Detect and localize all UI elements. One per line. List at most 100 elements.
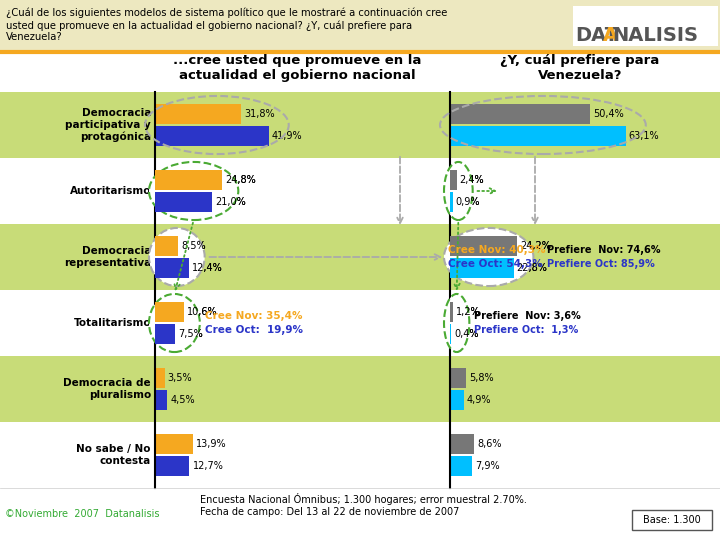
Text: Encuesta Nacional Ómnibus; 1.300 hogares; error muestral 2.70%.
Fecha de campo: : Encuesta Nacional Ómnibus; 1.300 hogares…	[200, 493, 527, 517]
Bar	[155, 456, 189, 476]
Bar	[450, 258, 513, 278]
Bar	[450, 170, 456, 190]
Bar	[450, 302, 454, 322]
Bar	[0, 290, 720, 356]
Text: Cree Oct: 54,3%: Cree Oct: 54,3%	[448, 259, 543, 269]
Text: 3,5%: 3,5%	[168, 373, 192, 383]
Bar	[450, 104, 590, 124]
Bar	[450, 170, 456, 190]
Bar	[450, 126, 626, 146]
Text: DAT: DAT	[575, 26, 618, 45]
Text: 22,8%: 22,8%	[516, 263, 547, 273]
Bar	[450, 236, 518, 255]
Text: Autoritarismo: Autoritarismo	[70, 186, 151, 196]
Text: 2,4%: 2,4%	[459, 175, 485, 185]
Text: 5,8%: 5,8%	[469, 373, 494, 383]
Text: NALISIS: NALISIS	[612, 26, 698, 45]
Text: 24,8%: 24,8%	[225, 175, 256, 185]
Text: 41,9%: 41,9%	[271, 131, 302, 141]
Text: Prefiere Oct: 85,9%: Prefiere Oct: 85,9%	[547, 259, 655, 269]
Bar	[0, 488, 720, 540]
Bar	[155, 258, 189, 278]
Text: 21,0%: 21,0%	[215, 197, 246, 207]
Text: Prefiere  Nov: 74,6%: Prefiere Nov: 74,6%	[547, 245, 661, 255]
Text: 7,9%: 7,9%	[475, 461, 500, 471]
Bar	[155, 192, 212, 212]
Ellipse shape	[149, 162, 238, 220]
Text: 0,4%: 0,4%	[454, 329, 479, 339]
Text: 13,9%: 13,9%	[196, 439, 226, 449]
Bar	[0, 422, 720, 488]
Text: Prefiere Oct:  1,3%: Prefiere Oct: 1,3%	[474, 325, 579, 335]
Bar	[155, 302, 184, 322]
Text: 0,9%: 0,9%	[456, 197, 480, 207]
Bar	[450, 325, 451, 344]
Bar	[155, 236, 178, 255]
Bar	[0, 224, 720, 290]
Text: 24,8%: 24,8%	[225, 175, 256, 185]
Text: 24,2%: 24,2%	[521, 241, 552, 251]
Text: 12,4%: 12,4%	[192, 263, 222, 273]
Bar	[155, 126, 269, 146]
Text: 10,6%: 10,6%	[186, 307, 217, 317]
Bar	[155, 368, 164, 388]
Text: ...cree usted que promueve en la
actualidad el gobierno nacional: ...cree usted que promueve en la actuali…	[174, 54, 422, 82]
Bar	[450, 258, 513, 278]
Bar	[155, 192, 212, 212]
Bar	[155, 236, 178, 255]
Text: ¿Cuál de los siguientes modelos de sistema político que le mostraré a continuaci: ¿Cuál de los siguientes modelos de siste…	[6, 8, 447, 42]
Text: 63,1%: 63,1%	[629, 131, 660, 141]
Text: 4,5%: 4,5%	[170, 395, 195, 405]
Bar	[450, 456, 472, 476]
Text: Cree Nov: 40,3%: Cree Nov: 40,3%	[448, 245, 546, 255]
Bar	[632, 510, 712, 530]
Text: 2,4%: 2,4%	[459, 175, 485, 185]
Text: 4,9%: 4,9%	[467, 395, 491, 405]
Text: Democracia
participativa y
protagónica: Democracia participativa y protagónica	[66, 108, 151, 142]
Bar	[155, 325, 176, 344]
Ellipse shape	[444, 294, 469, 352]
Bar	[155, 170, 222, 190]
Text: A: A	[603, 26, 618, 45]
Bar	[0, 356, 720, 422]
Bar	[450, 236, 518, 255]
Bar	[450, 192, 452, 212]
Bar	[0, 92, 720, 158]
Ellipse shape	[444, 228, 534, 286]
Bar	[450, 302, 454, 322]
Bar	[155, 258, 189, 278]
Text: Cree Nov: 35,4%: Cree Nov: 35,4%	[204, 311, 302, 321]
Bar	[450, 192, 452, 212]
Ellipse shape	[149, 228, 204, 286]
Bar	[450, 325, 451, 344]
Text: Democracia
representativa: Democracia representativa	[64, 246, 151, 268]
Text: 1,2%: 1,2%	[456, 307, 481, 317]
Text: No sabe / No
contesta: No sabe / No contesta	[76, 444, 151, 466]
Text: 21,0%: 21,0%	[215, 197, 246, 207]
Text: 31,8%: 31,8%	[244, 109, 275, 119]
Text: Totalitarismo: Totalitarismo	[73, 318, 151, 328]
Text: 8,5%: 8,5%	[181, 241, 206, 251]
Bar	[155, 170, 222, 190]
Bar	[0, 158, 720, 224]
Text: 24,2%: 24,2%	[521, 241, 552, 251]
Text: 0,4%: 0,4%	[454, 329, 479, 339]
Bar	[155, 325, 176, 344]
Text: 7,5%: 7,5%	[179, 329, 203, 339]
Ellipse shape	[149, 294, 199, 352]
Text: 7,5%: 7,5%	[179, 329, 203, 339]
Text: 8,5%: 8,5%	[181, 241, 206, 251]
Text: 12,4%: 12,4%	[192, 263, 222, 273]
Bar	[450, 434, 474, 454]
Text: Cree Oct:  19,9%: Cree Oct: 19,9%	[204, 325, 303, 335]
Text: 1,2%: 1,2%	[456, 307, 481, 317]
Bar	[155, 434, 193, 454]
Text: 8,6%: 8,6%	[477, 439, 501, 449]
Bar	[573, 6, 718, 46]
Text: ¿Y, cuál prefiere para
Venezuela?: ¿Y, cuál prefiere para Venezuela?	[500, 54, 660, 82]
Text: 0,9%: 0,9%	[456, 197, 480, 207]
Text: 12,7%: 12,7%	[192, 461, 223, 471]
Text: Base: 1.300: Base: 1.300	[643, 515, 701, 525]
Text: ©Noviembre  2007  Datanalisis: ©Noviembre 2007 Datanalisis	[5, 509, 160, 519]
Text: Prefiere  Nov: 3,6%: Prefiere Nov: 3,6%	[474, 311, 581, 321]
